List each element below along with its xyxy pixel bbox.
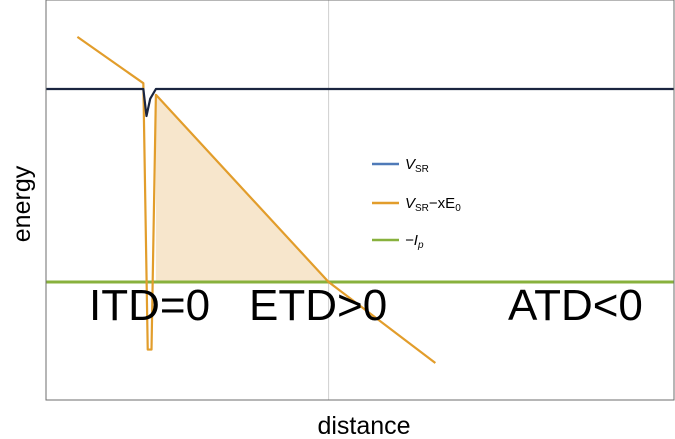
annotation-itd: ITD=0 (89, 281, 210, 330)
legend: VSR VSR−xE0 −Ip (372, 156, 461, 251)
y-axis-label: energy (8, 165, 36, 242)
series-layer (46, 35, 674, 364)
x-axis-label: distance (317, 412, 410, 439)
plot-frame (45, 0, 675, 401)
series-line-vsr-minus-xe0 (76, 35, 437, 364)
annotation-etd: ETD>0 (249, 281, 387, 330)
annotation-atd: ATD<0 (508, 281, 643, 330)
legend-label-ip: −Ip (405, 232, 424, 251)
legend-label-vsr: VSR (405, 156, 429, 175)
series-line-vsr (46, 87, 674, 118)
legend-label-vsr-minus-xe0: VSR−xE0 (405, 195, 461, 214)
